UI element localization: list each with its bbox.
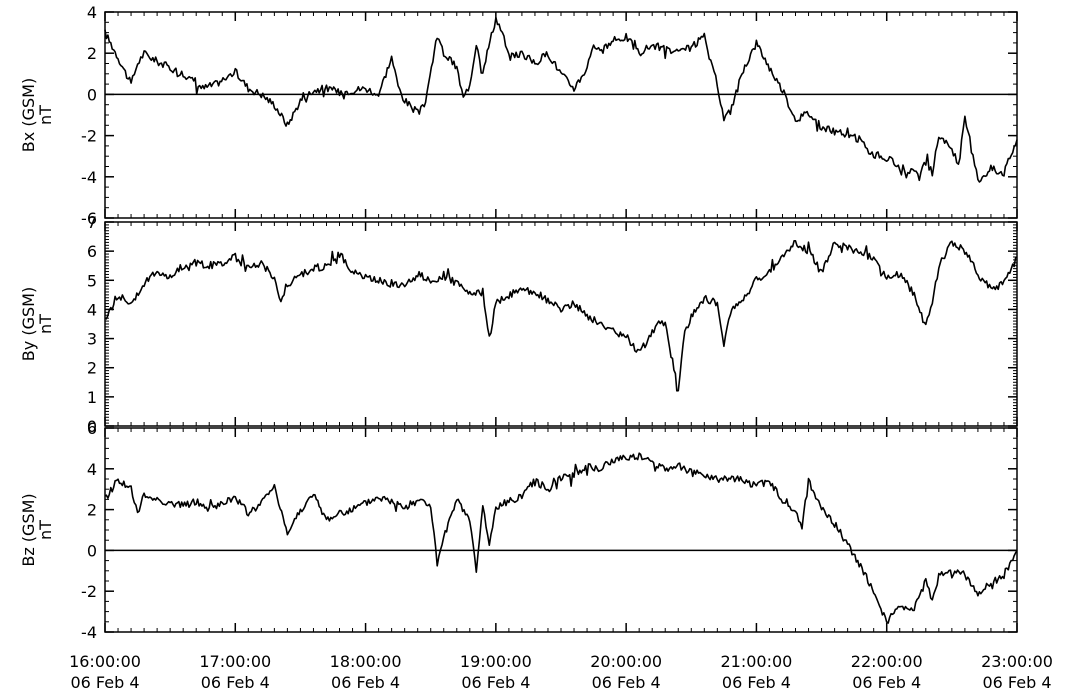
- time-axis: 16:00:00 06 Feb 4 17:00:00 06 Feb 4 18:00:00…: [69, 652, 1053, 692]
- y-axis-units: nT: [36, 105, 55, 125]
- y-tick-label: 4: [87, 300, 97, 319]
- y-tick-label: 5: [87, 271, 97, 290]
- y-tick-label: 4: [87, 3, 97, 22]
- y-tick-label: -2: [81, 582, 97, 601]
- y-tick-label: -4: [81, 168, 97, 187]
- x-tick-time-label: 20:00:00: [590, 652, 662, 671]
- x-tick-date-label: 06 Feb 4: [70, 673, 139, 692]
- x-tick-date-label: 06 Feb 4: [592, 673, 661, 692]
- y-tick-label: -6: [81, 209, 97, 228]
- x-tick-date-label: 06 Feb 4: [852, 673, 921, 692]
- x-tick-time-label: 22:00:00: [851, 652, 923, 671]
- x-tick-time-label: 23:00:00: [981, 652, 1053, 671]
- y-tick-label: -2: [81, 127, 97, 146]
- y-tick-label: 2: [87, 44, 97, 63]
- y-axis-units: nT: [36, 520, 55, 540]
- x-tick-time-label: 16:00:00: [69, 652, 141, 671]
- y-tick-label: 3: [87, 330, 97, 349]
- series-line: [104, 240, 1018, 392]
- y-axis-units: nT: [36, 314, 55, 334]
- x-tick-time-label: 17:00:00: [199, 652, 271, 671]
- y-tick-label: 7: [87, 213, 97, 232]
- y-tick-label: 2: [87, 359, 97, 378]
- x-tick-date-label: 06 Feb 4: [461, 673, 530, 692]
- y-tick-label: 6: [87, 242, 97, 261]
- y-tick-label: 0: [87, 541, 97, 560]
- panel-3: -4 -2 0 2 4 6 Bz (GSM)nT: [19, 419, 1018, 642]
- x-tick-date-label: 06 Feb 4: [982, 673, 1051, 692]
- y-tick-label: 0: [87, 417, 97, 436]
- x-tick-date-label: 06 Feb 4: [331, 673, 400, 692]
- panel-1: -6 -4 -2 0 2 4 Bx (GSM)nT: [19, 3, 1018, 228]
- y-tick-label: 0: [87, 85, 97, 104]
- y-tick-label: 1: [87, 388, 97, 407]
- y-axis-title: Bz (GSM): [19, 493, 38, 566]
- y-axis-title: By (GSM): [19, 287, 38, 361]
- y-tick-label: 6: [87, 419, 97, 438]
- y-tick-label: 2: [87, 501, 97, 520]
- x-tick-time-label: 19:00:00: [460, 652, 532, 671]
- y-axis-title: Bx (GSM): [19, 78, 38, 152]
- x-tick-date-label: 06 Feb 4: [722, 673, 791, 692]
- panel-2: 0 1 2 3 4 5 6 7 By (GSM)nT: [19, 213, 1018, 436]
- series-line: [104, 16, 1018, 183]
- x-tick-date-label: 06 Feb 4: [201, 673, 270, 692]
- y-tick-label: 4: [87, 460, 97, 479]
- y-tick-label: -4: [81, 623, 97, 642]
- x-tick-time-label: 18:00:00: [330, 652, 402, 671]
- x-tick-time-label: 21:00:00: [720, 652, 792, 671]
- series-line: [104, 452, 1018, 624]
